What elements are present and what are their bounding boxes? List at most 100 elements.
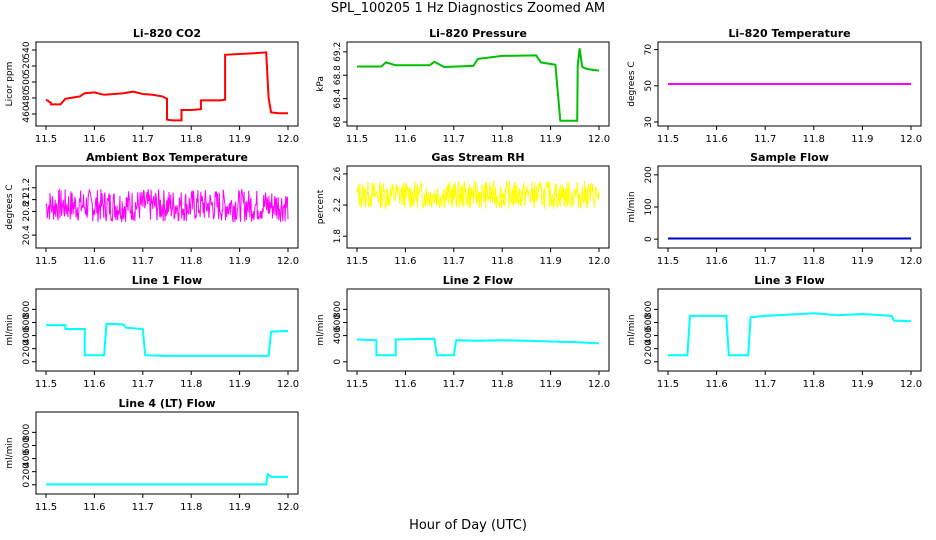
x-tick-label: 11.7	[132, 379, 154, 390]
x-tick-label: 11.5	[657, 379, 679, 390]
y-tick-label: 68.4	[333, 88, 343, 108]
chart-panel-6: Sample Flow ml/min 11.5 11.6 11.7 11.8 11.9 12.…	[627, 151, 922, 267]
y-axis-label: ml/min	[627, 314, 637, 345]
x-tick-label: 11.6	[394, 256, 416, 267]
y-tick-label: 520	[22, 57, 32, 74]
data-series-line	[668, 312, 912, 357]
y-tick-label: 20.4	[22, 225, 32, 245]
y-tick-label: 800	[22, 424, 32, 441]
x-tick-label: 11.8	[180, 379, 202, 390]
plot-frame	[657, 165, 922, 249]
x-tick-label: 11.5	[346, 256, 368, 267]
x-tick-label: 11.7	[754, 134, 776, 145]
panel-title: Li–820 Pressure	[429, 27, 527, 40]
y-tick-label: 200	[644, 340, 654, 357]
y-tick-label: 70	[644, 44, 654, 56]
y-axis-label: ml/min	[5, 314, 15, 345]
y-tick-label: 68.8	[333, 65, 343, 85]
x-tick-label: 11.9	[228, 502, 250, 513]
chart-panel-8: Line 2 Flow ml/min 11.5 11.6 11.7 11.8 11.9 12.…	[316, 274, 610, 390]
y-axis-label: degrees C	[5, 184, 15, 229]
x-tick-label: 12.0	[277, 502, 299, 513]
y-tick-label: 540	[22, 41, 32, 58]
figure-xlabel: Hour of Day (UTC)	[409, 518, 527, 533]
chart-panel-9: Line 3 Flow ml/min 11.5 11.6 11.7 11.8 11.9 12.…	[627, 274, 922, 390]
chart-panel-2: Li–820 Pressure kPa 11.5 11.6 11.7 11.8 11.9 12…	[316, 27, 610, 145]
x-tick-label: 11.8	[180, 502, 202, 513]
y-tick-label: 2.6	[333, 166, 343, 181]
x-tick-label: 11.7	[132, 134, 154, 145]
x-tick-label: 11.9	[539, 256, 561, 267]
x-tick-label: 11.6	[83, 502, 105, 513]
data-series-line	[46, 322, 289, 357]
x-tick-label: 11.8	[803, 379, 825, 390]
x-tick-label: 11.8	[180, 134, 202, 145]
x-tick-label: 11.6	[705, 134, 727, 145]
x-tick-label: 11.7	[443, 134, 465, 145]
plot-frame	[346, 288, 610, 372]
data-series-line	[45, 188, 289, 223]
x-tick-label: 11.7	[132, 256, 154, 267]
chart-panel-4: Ambient Box Temperature degrees C 11.5 11.6…	[5, 151, 299, 267]
y-axis-label: ml/min	[316, 314, 326, 345]
y-tick-label: 21.2	[22, 178, 32, 198]
chart-panel-5: Gas Stream RH percent 11.5 11.6 11.7 11.8 11.9…	[316, 151, 610, 267]
x-tick-label: 11.5	[35, 134, 57, 145]
x-tick-label: 11.5	[346, 379, 368, 390]
y-axis-label: percent	[316, 189, 326, 224]
chart-panel-10: Line 4 (LT) Flow ml/min 11.5 11.6 11.7 11.8 11…	[5, 397, 299, 513]
chart-panel-1: Li–820 CO2 Licor ppm 11.5 11.6 11.7 11.8 11.9 1…	[5, 27, 299, 145]
plot-frame	[35, 41, 299, 127]
panel-title: Line 2 Flow	[443, 274, 513, 287]
x-tick-label: 11.7	[443, 256, 465, 267]
y-tick-label: 100	[644, 198, 654, 215]
y-tick-label: 30	[644, 116, 654, 128]
x-tick-label: 11.7	[443, 379, 465, 390]
y-tick-label: 600	[22, 437, 32, 454]
y-axis-label: ml/min	[5, 437, 15, 468]
x-tick-label: 11.7	[754, 379, 776, 390]
data-series-line	[45, 51, 288, 122]
y-axis-label: degrees C	[627, 61, 637, 106]
chart-panel-7: Line 1 Flow ml/min 11.5 11.6 11.7 11.8 11.9 12.…	[5, 274, 299, 390]
x-tick-label: 11.9	[539, 134, 561, 145]
figure-title: SPL_100205 1 Hz Diagnostics Zoomed AM	[330, 1, 606, 16]
data-series-line	[356, 180, 600, 210]
x-tick-label: 11.9	[228, 134, 250, 145]
y-tick-label: 500	[22, 73, 32, 90]
y-tick-label: 200	[644, 166, 654, 183]
panel-title: Line 4 (LT) Flow	[119, 397, 216, 410]
panel-title: Line 1 Flow	[132, 274, 202, 287]
plot-frame	[35, 165, 299, 249]
x-tick-label: 11.8	[491, 256, 513, 267]
panel-title: Line 3 Flow	[754, 274, 824, 287]
x-tick-label: 11.9	[851, 256, 873, 267]
data-series-line	[46, 472, 288, 486]
x-tick-label: 11.7	[132, 502, 154, 513]
plot-frame	[657, 41, 922, 127]
y-tick-label: 69.2	[333, 42, 343, 62]
y-axis-label: Licor ppm	[5, 62, 15, 107]
x-tick-label: 11.8	[803, 134, 825, 145]
plot-frame	[35, 411, 299, 495]
y-tick-label: 0	[22, 482, 32, 488]
x-tick-label: 11.6	[83, 134, 105, 145]
x-tick-label: 12.0	[588, 256, 610, 267]
x-tick-label: 11.8	[180, 256, 202, 267]
y-tick-label: 0	[333, 359, 343, 365]
x-tick-label: 11.6	[83, 256, 105, 267]
panel-title: Ambient Box Temperature	[86, 151, 248, 164]
plot-frame	[346, 165, 610, 249]
x-tick-label: 12.0	[277, 134, 299, 145]
x-tick-label: 11.5	[35, 256, 57, 267]
x-tick-label: 11.9	[539, 379, 561, 390]
x-tick-label: 11.8	[491, 379, 513, 390]
y-tick-label: 1.8	[333, 229, 343, 244]
y-tick-label: 400	[333, 327, 343, 344]
x-tick-label: 12.0	[277, 256, 299, 267]
y-tick-label: 800	[22, 301, 32, 318]
x-tick-label: 11.5	[35, 502, 57, 513]
x-tick-label: 11.8	[491, 134, 513, 145]
